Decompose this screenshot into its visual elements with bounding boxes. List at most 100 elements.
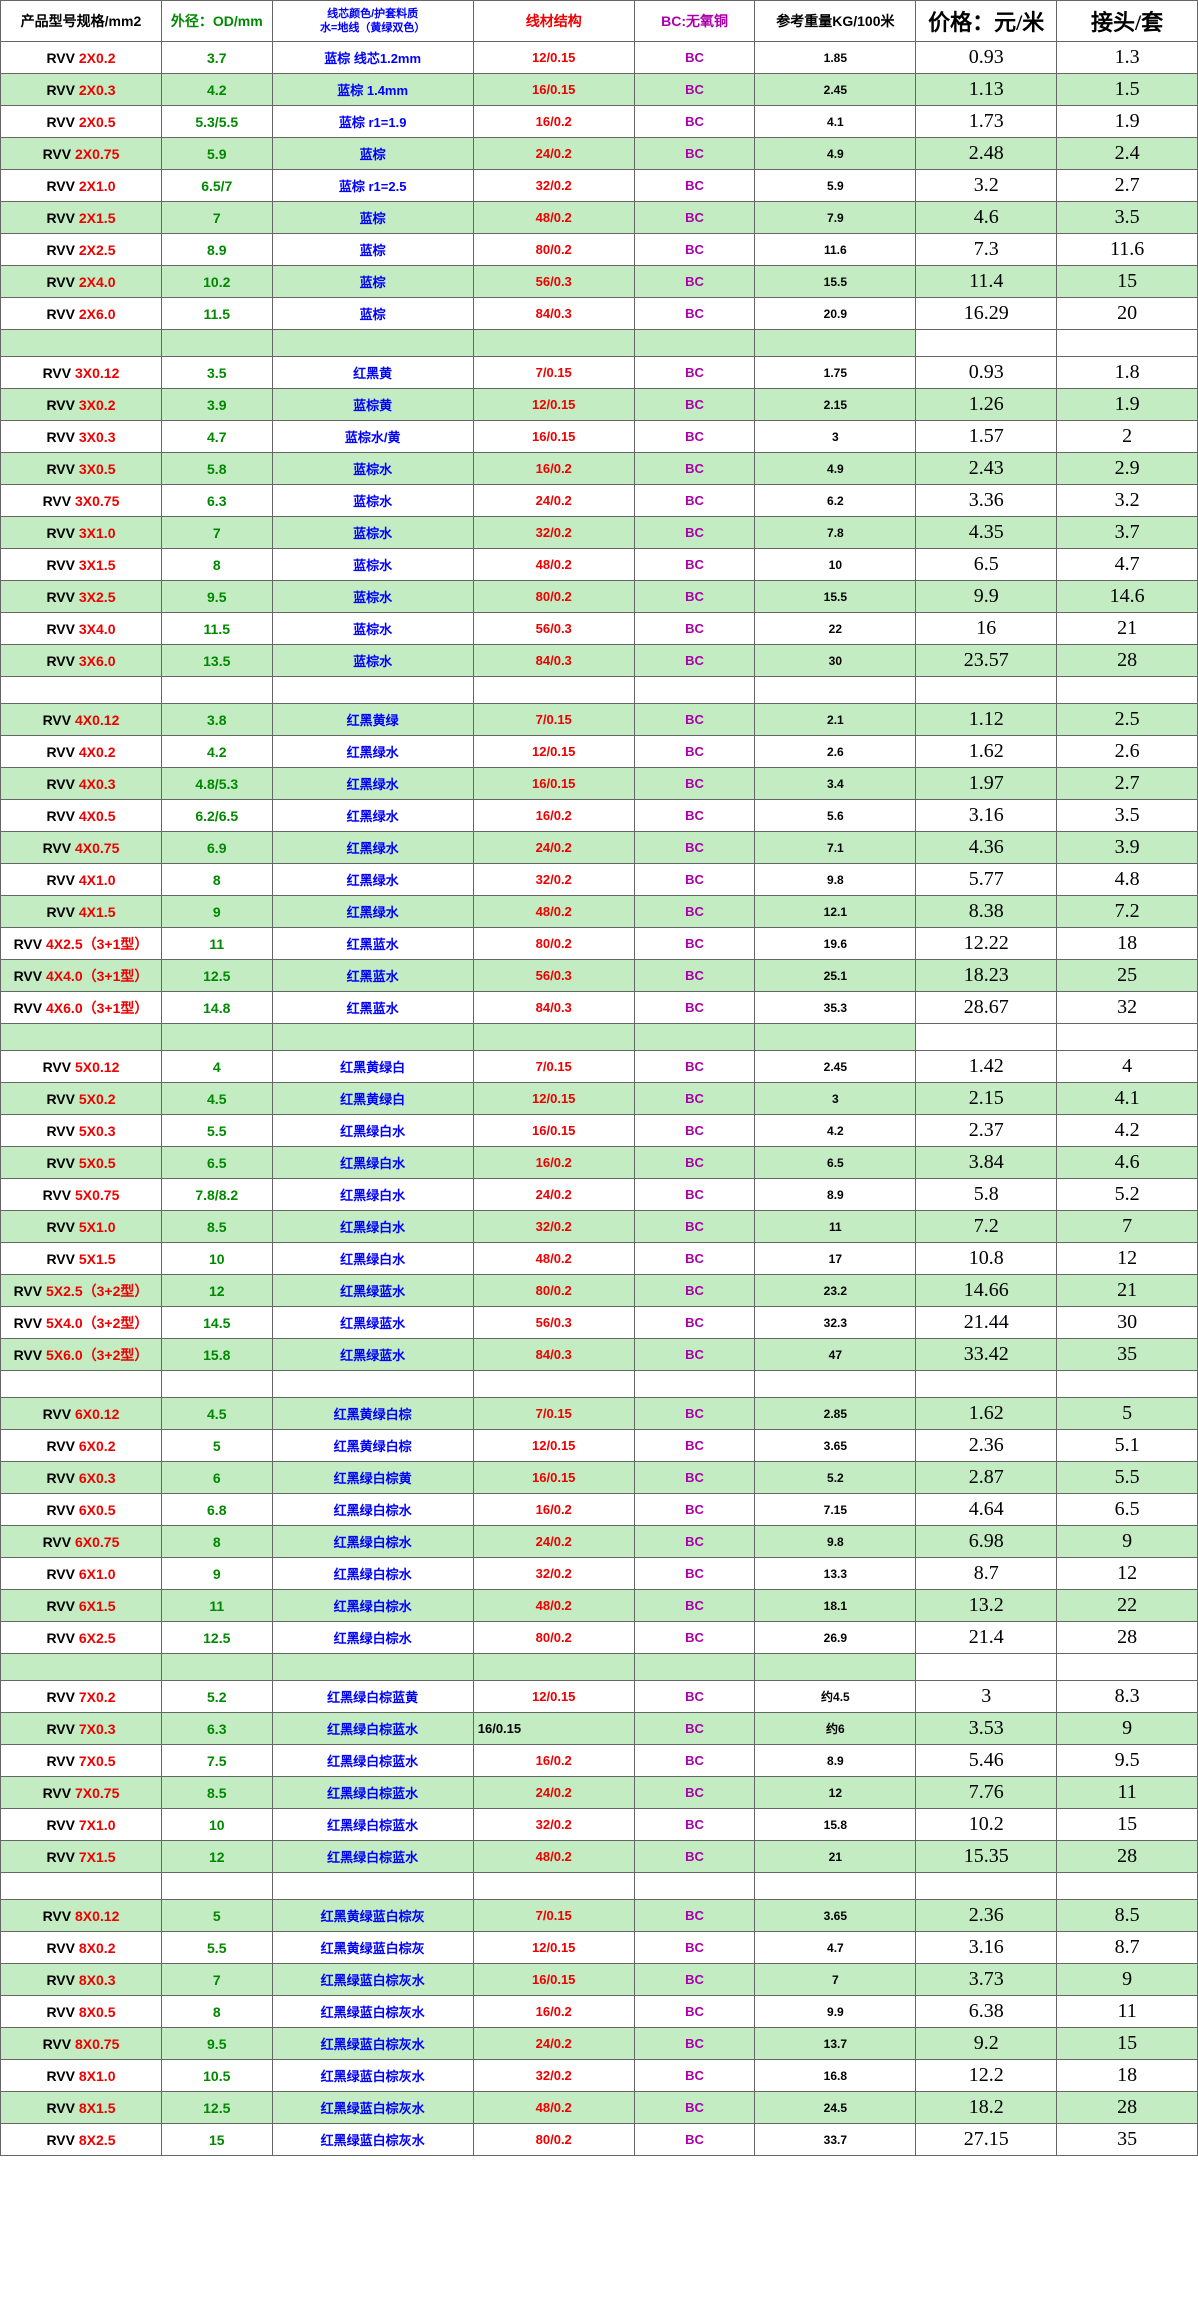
- table-row: RVV 6X0.758红黑绿白棕水24/0.2BC9.86.989: [1, 1526, 1198, 1558]
- cell-od: 9: [161, 896, 272, 928]
- table-row: RVV 6X0.124.5红黑黄绿白棕7/0.15BC2.851.625: [1, 1398, 1198, 1430]
- cell-od: 9.5: [161, 2028, 272, 2060]
- cell-od: 7: [161, 1964, 272, 1996]
- cell-weight: 5.9: [755, 170, 916, 202]
- cell-price: 3.36: [916, 485, 1057, 517]
- cell-bc: BC: [634, 42, 755, 74]
- cell-color: 红黑绿白水: [272, 1211, 473, 1243]
- cell-od: 4.2: [161, 74, 272, 106]
- cell-od: 4.2: [161, 736, 272, 768]
- cell-struct: 16/0.15: [473, 421, 634, 453]
- cell-price: 9.9: [916, 581, 1057, 613]
- cell-od: 6: [161, 1462, 272, 1494]
- cell-struct: 7/0.15: [473, 357, 634, 389]
- cell-conn: 15: [1057, 266, 1198, 298]
- cell-bc: BC: [634, 1681, 755, 1713]
- cell-od: 3.7: [161, 42, 272, 74]
- cell-conn: 9.5: [1057, 1745, 1198, 1777]
- cell-spec: RVV 3X2.5: [1, 581, 162, 613]
- cell-conn: 12: [1057, 1558, 1198, 1590]
- cell-price: 1.62: [916, 736, 1057, 768]
- table-row: RVV 3X0.55.8蓝棕水16/0.2BC4.92.432.9: [1, 453, 1198, 485]
- cell-price: 3.2: [916, 170, 1057, 202]
- cell-struct: 84/0.3: [473, 1339, 634, 1371]
- table-row: RVV 7X1.010红黑绿白棕蓝水32/0.2BC15.810.215: [1, 1809, 1198, 1841]
- cell-weight: 3.65: [755, 1430, 916, 1462]
- cell-price: 6.5: [916, 549, 1057, 581]
- table-row: RVV 2X0.55.3/5.5蓝棕 r1=1.916/0.2BC4.11.73…: [1, 106, 1198, 138]
- cell-color: 蓝棕 r1=1.9: [272, 106, 473, 138]
- cell-od: 3.8: [161, 704, 272, 736]
- cell-weight: 4.1: [755, 106, 916, 138]
- cell-price: 2.48: [916, 138, 1057, 170]
- cell-struct: 12/0.15: [473, 1083, 634, 1115]
- cell-od: 12.5: [161, 2092, 272, 2124]
- table-row: RVV 3X0.34.7蓝棕水/黄16/0.15BC31.572: [1, 421, 1198, 453]
- cell-bc: BC: [634, 2092, 755, 2124]
- cell-struct: 16/0.2: [473, 800, 634, 832]
- cell-color: 蓝棕: [272, 298, 473, 330]
- hdr-struct: 线材结构: [473, 1, 634, 42]
- cell-spec: RVV 7X0.2: [1, 1681, 162, 1713]
- cell-struct: 32/0.2: [473, 1809, 634, 1841]
- cell-price: 11.4: [916, 266, 1057, 298]
- table-row: RVV 4X0.123.8红黑黄绿7/0.15BC2.11.122.5: [1, 704, 1198, 736]
- cell-od: 7.5: [161, 1745, 272, 1777]
- cell-weight: 8.9: [755, 1745, 916, 1777]
- cell-od: 10: [161, 1809, 272, 1841]
- cell-bc: BC: [634, 1115, 755, 1147]
- cell-bc: BC: [634, 1900, 755, 1932]
- cell-od: 4.5: [161, 1398, 272, 1430]
- cell-conn: 2.7: [1057, 768, 1198, 800]
- cell-weight: 7.8: [755, 517, 916, 549]
- cell-color: 红黑绿水: [272, 896, 473, 928]
- cell-od: 7: [161, 202, 272, 234]
- cell-spec: RVV 8X1.5: [1, 2092, 162, 2124]
- cell-color: 红黑绿白棕蓝水: [272, 1841, 473, 1873]
- table-row: RVV 7X0.25.2红黑绿白棕蓝黄12/0.15BC约4.538.3: [1, 1681, 1198, 1713]
- cell-weight: 7.15: [755, 1494, 916, 1526]
- cell-weight: 35.3: [755, 992, 916, 1024]
- cell-color: 红黑绿水: [272, 736, 473, 768]
- cell-struct: 12/0.15: [473, 1681, 634, 1713]
- table-row: RVV 3X0.123.5红黑黄7/0.15BC1.750.931.8: [1, 357, 1198, 389]
- cell-conn: 28: [1057, 2092, 1198, 2124]
- cell-struct: 48/0.2: [473, 202, 634, 234]
- table-row: RVV 8X1.512.5红黑绿蓝白棕灰水48/0.2BC24.518.228: [1, 2092, 1198, 2124]
- cell-bc: BC: [634, 517, 755, 549]
- cell-od: 8: [161, 864, 272, 896]
- table-row: RVV 8X0.37红黑绿蓝白棕灰水16/0.15BC73.739: [1, 1964, 1198, 1996]
- cell-od: 5.8: [161, 453, 272, 485]
- cell-price: 3.16: [916, 1932, 1057, 1964]
- cell-struct: 24/0.2: [473, 832, 634, 864]
- cell-price: 1.42: [916, 1051, 1057, 1083]
- cell-bc: BC: [634, 1083, 755, 1115]
- cell-conn: 3.5: [1057, 800, 1198, 832]
- cell-struct: 7/0.15: [473, 1398, 634, 1430]
- table-row: RVV 5X0.35.5红黑绿白水16/0.15BC4.22.374.2: [1, 1115, 1198, 1147]
- cell-weight: 18.1: [755, 1590, 916, 1622]
- cell-od: 12: [161, 1275, 272, 1307]
- cell-spec: RVV 2X4.0: [1, 266, 162, 298]
- cell-color: 红黑绿白棕黄: [272, 1462, 473, 1494]
- cell-bc: BC: [634, 1179, 755, 1211]
- cell-struct: 16/0.2: [473, 106, 634, 138]
- cell-price: 18.23: [916, 960, 1057, 992]
- cell-od: 5.3/5.5: [161, 106, 272, 138]
- cell-struct: 16/0.15: [473, 768, 634, 800]
- table-row: RVV 7X0.758.5红黑绿白棕蓝水24/0.2BC127.7611: [1, 1777, 1198, 1809]
- cell-price: 3.53: [916, 1713, 1057, 1745]
- cell-spec: RVV 2X0.5: [1, 106, 162, 138]
- cell-spec: RVV 4X2.5（3+1型）: [1, 928, 162, 960]
- cell-struct: 48/0.2: [473, 2092, 634, 2124]
- cell-price: 28.67: [916, 992, 1057, 1024]
- cell-spec: RVV 5X1.5: [1, 1243, 162, 1275]
- table-row: RVV 8X0.58红黑绿蓝白棕灰水16/0.2BC9.96.3811: [1, 1996, 1198, 2028]
- table-row: RVV 6X2.512.5红黑绿白棕水80/0.2BC26.921.428: [1, 1622, 1198, 1654]
- cell-price: 2.37: [916, 1115, 1057, 1147]
- cell-spec: RVV 6X0.5: [1, 1494, 162, 1526]
- cell-color: 红黑绿水: [272, 832, 473, 864]
- cell-color: 蓝棕水: [272, 453, 473, 485]
- cell-spec: RVV 3X0.5: [1, 453, 162, 485]
- cell-color: 红黑绿白棕水: [272, 1558, 473, 1590]
